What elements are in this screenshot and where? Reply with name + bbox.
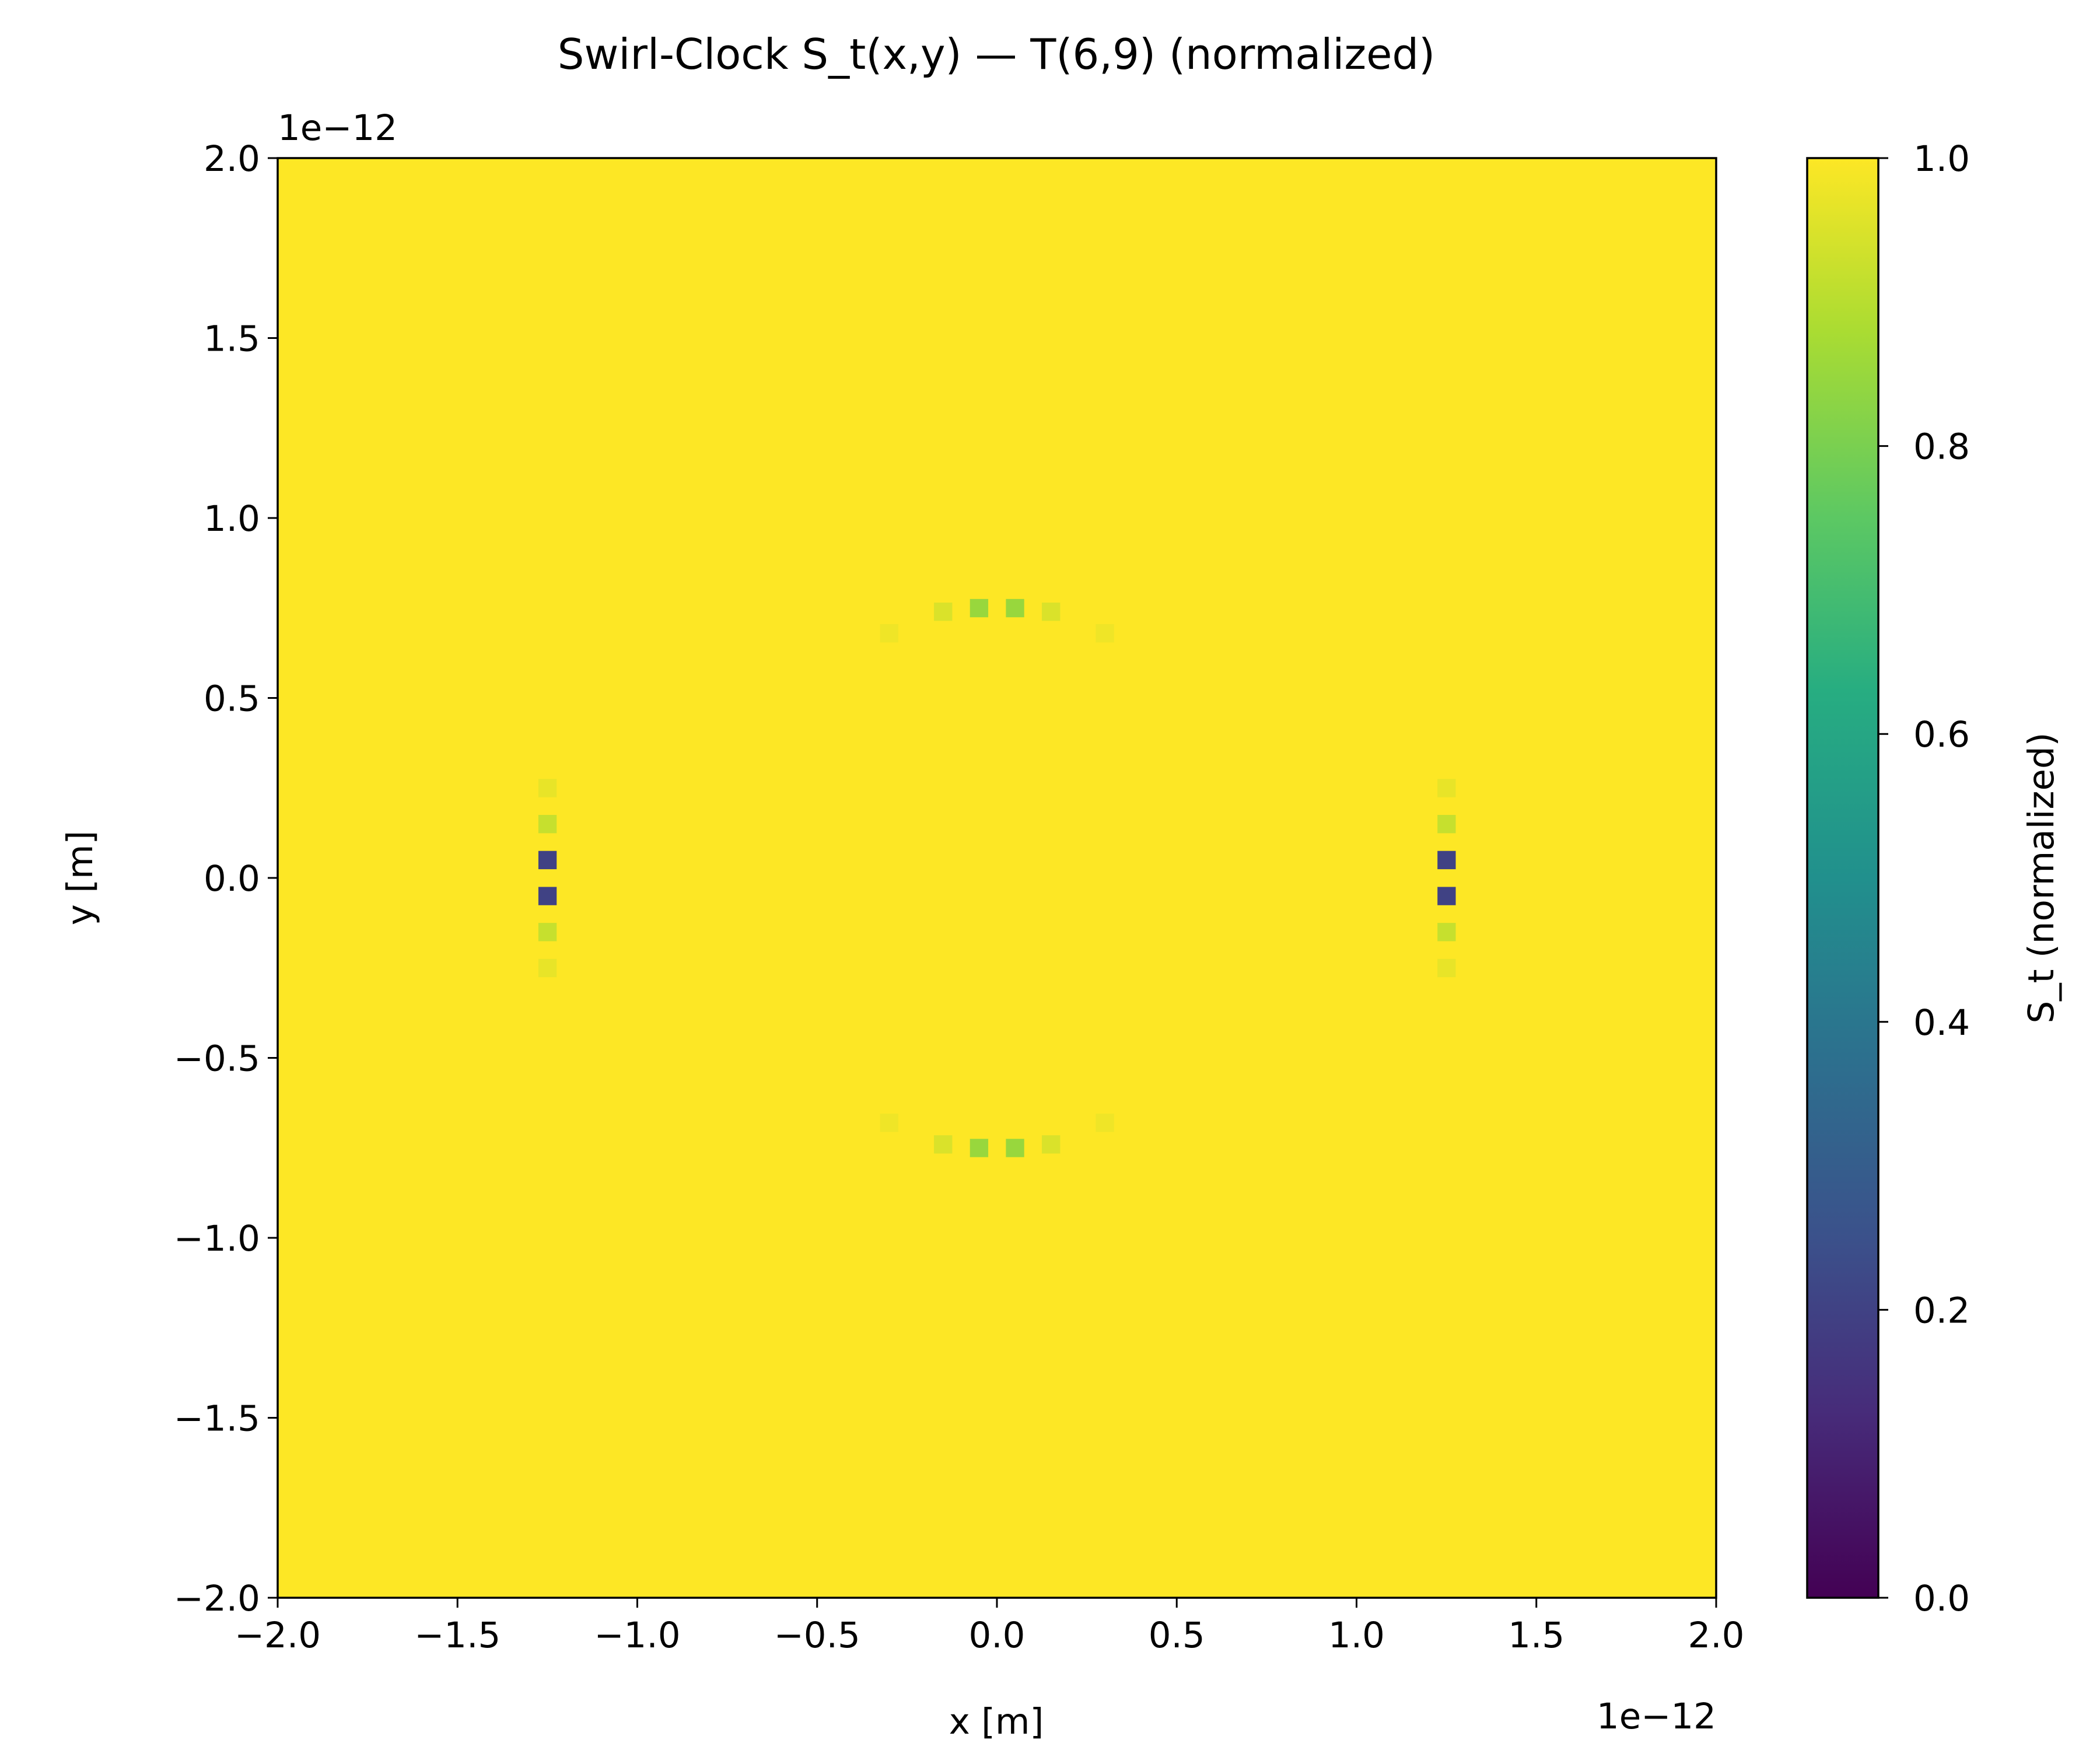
colorbar-tick-label: 0.4 [1913,1002,1970,1044]
heatmap-cell [1437,779,1456,797]
heatmap-cell [880,624,898,643]
colorbar-tick-label: 0.0 [1913,1578,1970,1619]
heatmap-cell [970,1139,989,1157]
y-axis-offset-label: 1e−12 [278,107,397,149]
heatmap-cell [1042,1135,1060,1154]
heatmap-cell [538,923,557,942]
x-tick-label: −1.0 [594,1615,680,1656]
colorbar-frame [1806,157,1880,1599]
heatmap-cell [1042,602,1060,621]
y-tick-label: 0.0 [204,858,260,900]
y-tick-label: 1.0 [204,498,260,540]
heatmap-cell [934,602,953,621]
heatmap-cell [1437,887,1456,905]
y-tick-label: 1.5 [204,318,260,360]
x-tick-label: −2.0 [235,1615,321,1656]
heatmap-plot: −2.0 −1.5 −1.0 −0.5 0.0 0.5 1.0 1.5 2.0 −2.0 −1.5 −… [174,138,1745,1656]
heatmap-cell [880,1114,898,1132]
heatmap-cell [538,850,557,870]
colorbar-label: S_t (normalized) [2021,732,2062,1023]
colorbar-tick-label: 0.8 [1913,426,1970,468]
heatmap-cell [538,887,557,905]
colorbar: 0.0 0.2 0.4 0.6 0.8 1.0 [1806,138,1970,1619]
heatmap-cell [970,598,989,618]
heatmap-background [278,158,1716,1598]
heatmap-cell [1437,850,1456,870]
heatmap-cell [1437,815,1456,834]
heatmap-cell [1006,1139,1024,1157]
x-tick-label: 0.5 [1149,1615,1205,1656]
colorbar-tick-label: 0.6 [1913,714,1970,755]
x-axis-offset-label: 1e−12 [1597,1696,1716,1737]
y-tick-label: −0.5 [174,1038,260,1080]
x-tick-label: −1.5 [414,1615,501,1656]
x-axis-label: x [m] [949,1701,1044,1742]
heatmap-cell [934,1135,953,1154]
heatmap-cell [1096,624,1114,643]
x-tick-label: 1.0 [1328,1615,1385,1656]
heatmap-cell [1437,923,1456,942]
x-tick-label: 0.0 [968,1615,1025,1656]
x-tick-label: 1.5 [1508,1615,1564,1656]
heatmap-cell [538,779,557,797]
colorbar-tick-label: 1.0 [1913,138,1970,180]
heatmap-cell [1006,598,1024,618]
heatmap-cell [538,958,557,978]
y-tick-label: −2.0 [174,1578,260,1619]
y-tick-label: −1.5 [174,1398,260,1440]
y-tick-label: −1.0 [174,1218,260,1259]
heatmap-cell [538,815,557,834]
heatmap-cell [1096,1114,1114,1132]
x-tick-label: 2.0 [1688,1615,1744,1656]
colorbar-tick-label: 0.2 [1913,1290,1970,1331]
y-tick-label: 2.0 [204,138,260,180]
y-tick-label: 0.5 [204,678,260,720]
x-tick-label: −0.5 [774,1615,860,1656]
colorbar-gradient [1807,158,1878,1598]
y-axis-label: y [m] [60,831,101,926]
chart-title: Swirl-Clock S_t(x,y) — T(6,9) (normalize… [558,30,1435,79]
heatmap-cell [1437,958,1456,978]
